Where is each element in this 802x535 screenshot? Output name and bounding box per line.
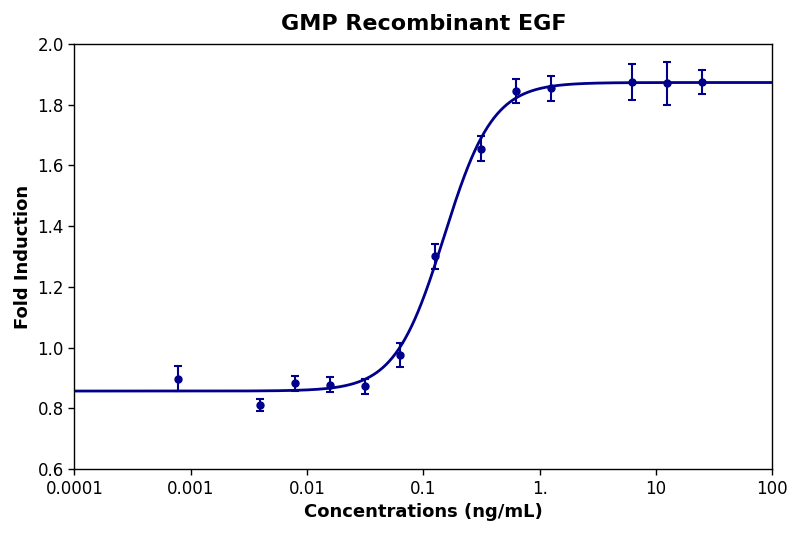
Title: GMP Recombinant EGF: GMP Recombinant EGF xyxy=(281,14,566,34)
Y-axis label: Fold Induction: Fold Induction xyxy=(14,185,32,328)
X-axis label: Concentrations (ng/mL): Concentrations (ng/mL) xyxy=(304,503,543,521)
